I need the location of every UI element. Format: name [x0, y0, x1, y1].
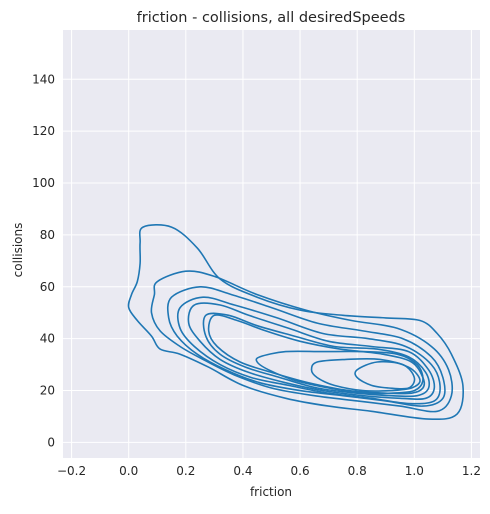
x-tick-label: −0.2 — [57, 464, 86, 478]
y-tick-label: 100 — [32, 176, 55, 190]
y-tick-labels: 0 20 40 60 80 100 120 140 — [32, 72, 55, 449]
y-tick-label: 40 — [40, 332, 55, 346]
y-tick-label: 0 — [47, 435, 55, 449]
x-tick-label: 0.8 — [348, 464, 367, 478]
contour-level-9 — [310, 357, 421, 392]
y-tick-label: 20 — [40, 384, 55, 398]
plot-area — [63, 30, 480, 458]
x-tick-label: 0.6 — [291, 464, 310, 478]
y-tick-label: 80 — [40, 228, 55, 242]
contour-level-6 — [202, 312, 431, 398]
contour-level-7 — [207, 314, 426, 395]
y-tick-label: 120 — [32, 124, 55, 138]
chart-title: friction - collisions, all desiredSpeeds — [137, 10, 406, 26]
contour-level-8 — [255, 350, 424, 395]
x-tick-label: 0.2 — [176, 464, 195, 478]
x-tick-label: 1.2 — [462, 464, 481, 478]
x-gridlines — [71, 30, 472, 458]
x-tick-labels: −0.2 0.0 0.2 0.4 0.6 0.8 1.0 1.2 — [57, 464, 481, 478]
x-tick-label: 0.4 — [233, 464, 252, 478]
contour-level-5 — [187, 302, 436, 401]
x-axis-label: friction — [250, 485, 292, 499]
contour-level-10 — [354, 360, 416, 390]
y-gridlines — [63, 78, 480, 443]
x-tick-label: 1.0 — [405, 464, 424, 478]
y-tick-label: 140 — [32, 72, 55, 86]
density-contours — [127, 224, 464, 421]
y-axis-label: collisions — [11, 223, 25, 278]
contour-level-3 — [166, 285, 446, 407]
y-tick-label: 60 — [40, 280, 55, 294]
x-tick-label: 0.0 — [119, 464, 138, 478]
contour-level-1 — [127, 224, 464, 421]
contour-level-4 — [176, 296, 441, 405]
contour-level-2 — [150, 270, 454, 413]
